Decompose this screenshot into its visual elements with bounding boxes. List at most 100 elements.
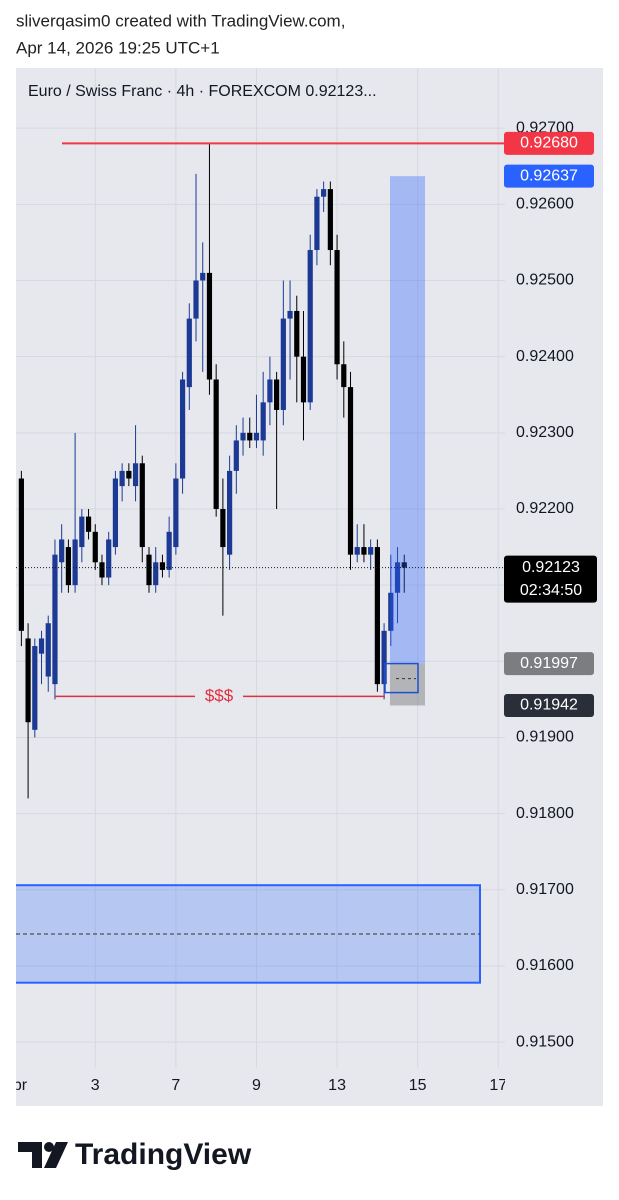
candle-body bbox=[85, 516, 92, 532]
candle-body bbox=[381, 630, 387, 685]
candle-body bbox=[139, 463, 145, 548]
y-tick-label: 0.92600 bbox=[516, 196, 574, 213]
candle-body bbox=[300, 356, 307, 403]
candle-body bbox=[220, 508, 226, 548]
candle-body bbox=[394, 562, 401, 593]
brand-name: TradingView bbox=[75, 1138, 252, 1171]
candle-body bbox=[119, 470, 125, 487]
y-tick-label: 0.91900 bbox=[516, 729, 574, 746]
candle-body bbox=[341, 364, 347, 388]
price-axis: 0.927000.926000.925000.924000.923000.922… bbox=[504, 119, 597, 1050]
candle-body bbox=[38, 638, 45, 654]
candle-body bbox=[126, 470, 132, 479]
candle-body bbox=[368, 547, 374, 555]
target-label: 0.92637 bbox=[520, 167, 578, 184]
y-tick-label: 0.92200 bbox=[516, 500, 574, 517]
candle-body bbox=[153, 562, 159, 586]
y-tick-label: 0.91800 bbox=[516, 805, 574, 822]
candle-body bbox=[59, 539, 65, 563]
candle-body bbox=[206, 272, 213, 380]
x-tick-label: 15 bbox=[409, 1077, 427, 1094]
candle-body bbox=[401, 562, 407, 568]
liquidity-label: $$$ bbox=[205, 686, 234, 705]
resistance-label-bg bbox=[504, 131, 594, 155]
candle-body bbox=[388, 592, 394, 631]
candle-body bbox=[92, 531, 98, 563]
candle-body bbox=[327, 189, 333, 251]
y-tick-label: 0.91700 bbox=[516, 881, 574, 898]
y-tick-label: 0.91600 bbox=[516, 957, 574, 974]
chart-title: Euro / Swiss Franc · 4h · FOREXCOM 0.921… bbox=[28, 83, 377, 100]
stop-label: 0.91942 bbox=[520, 697, 578, 714]
x-tick-label: 9 bbox=[252, 1077, 261, 1094]
candle-body bbox=[334, 250, 340, 365]
candle-body bbox=[294, 310, 300, 357]
candle-body bbox=[32, 646, 38, 730]
target-label-bg bbox=[504, 164, 594, 188]
candle-body bbox=[280, 318, 286, 410]
candle-body bbox=[267, 379, 273, 403]
position-stop bbox=[390, 663, 425, 706]
current-label: 0.92123 bbox=[522, 559, 580, 576]
candle-body bbox=[200, 272, 206, 281]
date-line: Apr 14, 2026 19:25 UTC+1 bbox=[16, 38, 220, 57]
candle-body bbox=[72, 539, 78, 586]
x-tick-label: 13 bbox=[328, 1077, 346, 1094]
resistance-label: 0.92680 bbox=[520, 135, 578, 152]
candle-body bbox=[179, 379, 186, 479]
candle-body bbox=[79, 516, 85, 548]
countdown: 02:34:50 bbox=[520, 582, 582, 599]
candle-body bbox=[361, 547, 367, 555]
candle-body bbox=[321, 189, 327, 197]
candle-body bbox=[186, 318, 192, 388]
logo-dot bbox=[44, 1142, 54, 1152]
brand-logo bbox=[18, 1142, 68, 1168]
x-tick-label: 7 bbox=[171, 1077, 180, 1094]
y-tick-label: 0.91500 bbox=[516, 1033, 574, 1050]
stop-label-bg bbox=[504, 693, 594, 717]
x-tick-label: Apr bbox=[2, 1077, 28, 1094]
entry-label: 0.91997 bbox=[520, 655, 578, 672]
candle-body bbox=[166, 531, 172, 570]
current-label-bg bbox=[504, 555, 597, 603]
candle-body bbox=[307, 250, 313, 403]
candle-body bbox=[132, 463, 139, 487]
candle-body bbox=[159, 562, 166, 570]
candle-body bbox=[260, 402, 266, 441]
candle-body bbox=[25, 638, 31, 723]
candle-body bbox=[193, 280, 199, 319]
candle-body bbox=[146, 554, 152, 586]
candle-body bbox=[65, 547, 71, 586]
candle-body bbox=[253, 432, 260, 441]
candle-body bbox=[233, 440, 239, 471]
candle-body bbox=[173, 478, 179, 548]
candle-body bbox=[287, 310, 293, 319]
author-line: sliverqasim0 created with TradingView.co… bbox=[16, 11, 345, 30]
candle-body bbox=[240, 432, 246, 441]
position-entry-box bbox=[384, 662, 419, 694]
candle-body bbox=[374, 547, 380, 685]
candle-body bbox=[99, 562, 105, 578]
candle-body bbox=[45, 623, 51, 677]
x-tick-label: 3 bbox=[91, 1077, 100, 1094]
candle-body bbox=[52, 554, 58, 685]
plot-area: Apr 3 7 9 13 15 17 $$$ bbox=[2, 142, 507, 1094]
logo-mark bbox=[44, 1142, 68, 1168]
logo-mark bbox=[18, 1142, 42, 1168]
candle-body bbox=[106, 539, 112, 578]
x-tick-label: 17 bbox=[489, 1077, 507, 1094]
entry-label-bg bbox=[504, 652, 594, 676]
y-tick-label: 0.92300 bbox=[516, 424, 574, 441]
candle-body bbox=[112, 478, 119, 548]
candle-body bbox=[18, 478, 24, 631]
candle-body bbox=[274, 379, 280, 410]
y-tick-label: 0.92500 bbox=[516, 272, 574, 289]
position-target bbox=[390, 176, 425, 664]
candle-body bbox=[213, 379, 219, 509]
candle-body bbox=[227, 470, 233, 555]
y-tick-label: 0.92400 bbox=[516, 348, 574, 365]
candle-body bbox=[314, 196, 320, 251]
candle-body bbox=[247, 432, 253, 441]
